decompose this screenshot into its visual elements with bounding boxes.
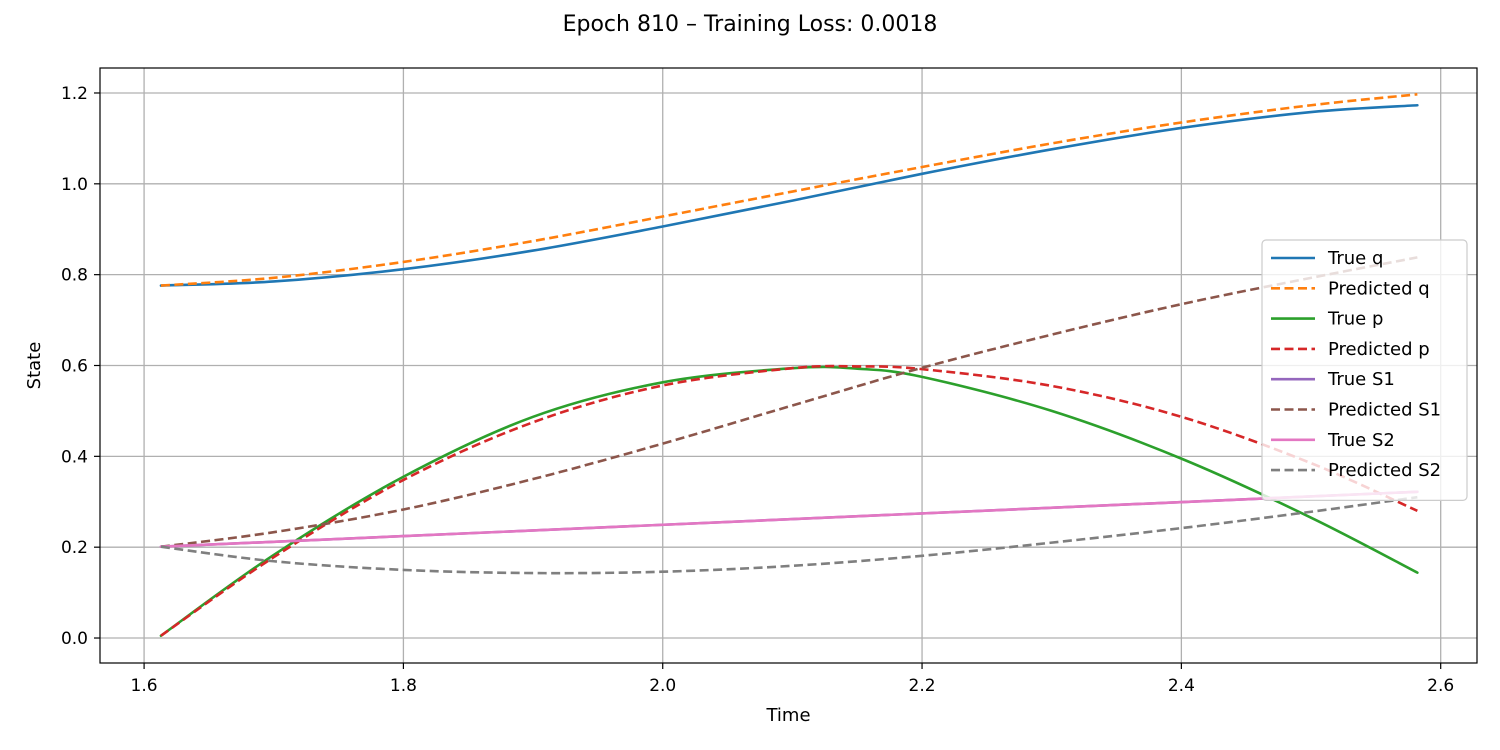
legend-label-true-q: True q xyxy=(1327,248,1383,269)
legend-label-true-p: True p xyxy=(1327,309,1383,330)
y-tick-label: 0.8 xyxy=(61,266,88,286)
series-line-predicted-p xyxy=(160,364,1418,637)
legend-label-predicted-s2: Predicted S2 xyxy=(1328,460,1441,481)
x-tick-label: 2.6 xyxy=(1427,676,1454,696)
x-tick-label: 1.8 xyxy=(390,676,417,696)
grid xyxy=(100,68,1477,663)
x-tick-label: 2.4 xyxy=(1168,676,1195,696)
series-line-true-p xyxy=(159,365,1419,638)
x-tick-label: 1.6 xyxy=(131,676,158,696)
x-tick-label: 2.2 xyxy=(909,676,936,696)
y-tick-label: 0.6 xyxy=(61,357,88,377)
legend-box xyxy=(1261,239,1468,501)
y-tick-label: 0.2 xyxy=(61,538,88,558)
y-tick-label: 1.2 xyxy=(61,84,88,104)
y-axis-label: State xyxy=(24,342,45,390)
plot-series xyxy=(159,93,1419,638)
legend-label-true-s1: True S1 xyxy=(1327,369,1395,390)
axis-ticks: 1.6 1.8 2.0 2.2 2.4 2.6 0.0 0.2 0.4 0.6 0.8 1.0 1.2 xyxy=(61,84,1454,696)
y-tick-label: 0.0 xyxy=(61,629,88,649)
y-tick-label: 1.0 xyxy=(61,175,88,195)
x-tick-label: 2.0 xyxy=(649,676,676,696)
legend-label-true-s2: True S2 xyxy=(1327,430,1395,451)
legend-label-predicted-q: Predicted q xyxy=(1328,278,1430,299)
legend-label-predicted-p: Predicted p xyxy=(1328,339,1430,360)
series-line-predicted-s1 xyxy=(160,256,1418,549)
series-line-true-s2 xyxy=(159,490,1419,549)
series-line-predicted-s2 xyxy=(160,495,1418,575)
y-tick-label: 0.4 xyxy=(61,447,88,467)
series-line-predicted-q xyxy=(160,93,1418,287)
legend: True q Predicted q True p Predicted p True S… xyxy=(1261,239,1468,501)
legend-label-predicted-s1: Predicted S1 xyxy=(1328,400,1441,421)
chart-title: Epoch 810 – Training Loss: 0.0018 xyxy=(562,12,938,37)
x-axis-label: Time xyxy=(765,705,810,726)
series-line-true-q xyxy=(159,103,1419,287)
